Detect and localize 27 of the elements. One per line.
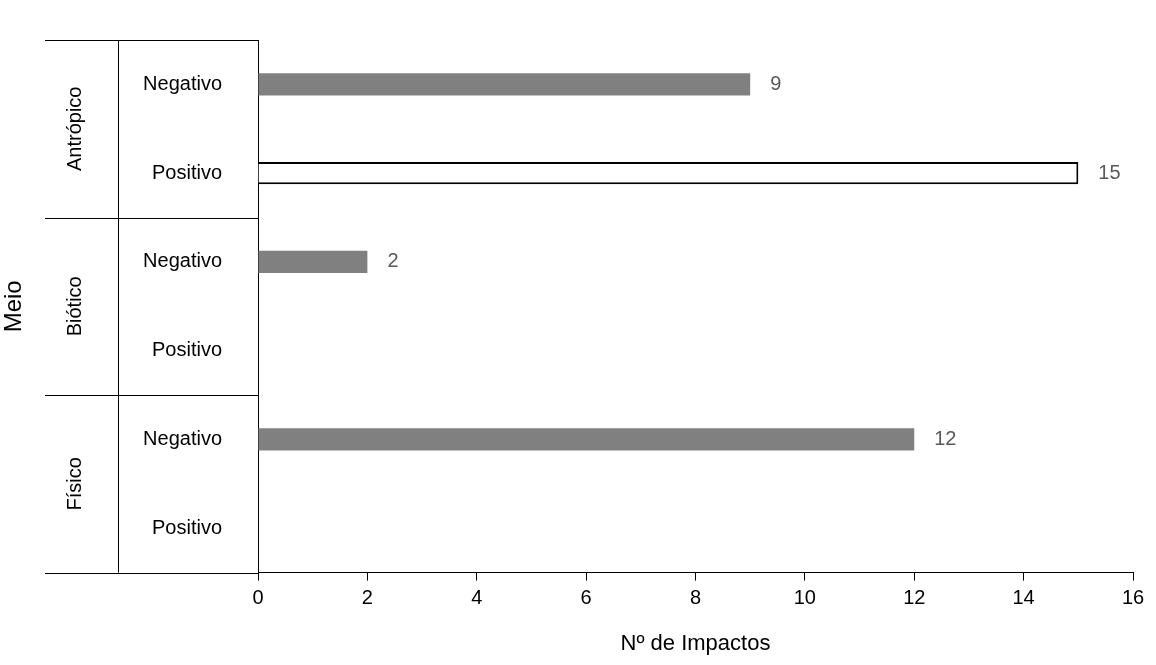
data-label: 15 (1098, 160, 1121, 183)
bar (258, 428, 915, 451)
data-label: 12 (934, 426, 957, 449)
x-tick-label: 2 (361, 586, 373, 609)
x-axis-title: Nº de Impactos (620, 629, 771, 655)
y-tick-label: Positivo (151, 515, 222, 538)
data-label: 2 (387, 249, 399, 272)
x-tick-label: 6 (580, 586, 592, 609)
y-axis-title: Meio (0, 280, 27, 333)
y-tick-label: Negativo (143, 71, 222, 94)
y-tick-label: Positivo (151, 160, 222, 183)
x-tick-label: 10 (793, 586, 816, 609)
text: Antrópico (62, 86, 85, 172)
bar (258, 250, 368, 274)
x-tick-label: 16 (1121, 586, 1145, 609)
x-tick-label: 0 (252, 586, 264, 609)
y-tick-label: Negativo (143, 249, 222, 272)
x-tick-label: 14 (1012, 586, 1035, 609)
text: Físico (62, 457, 85, 511)
y-tick-label: Negativo (143, 426, 222, 449)
x-tick-label: 8 (689, 586, 702, 609)
x-tick-label: 4 (471, 586, 483, 609)
x-tick-label: 12 (903, 586, 926, 609)
data-label: 9 (770, 71, 782, 94)
bar (258, 73, 751, 96)
y-tick-label: Positivo (151, 338, 222, 361)
text: Biótico (62, 276, 85, 337)
